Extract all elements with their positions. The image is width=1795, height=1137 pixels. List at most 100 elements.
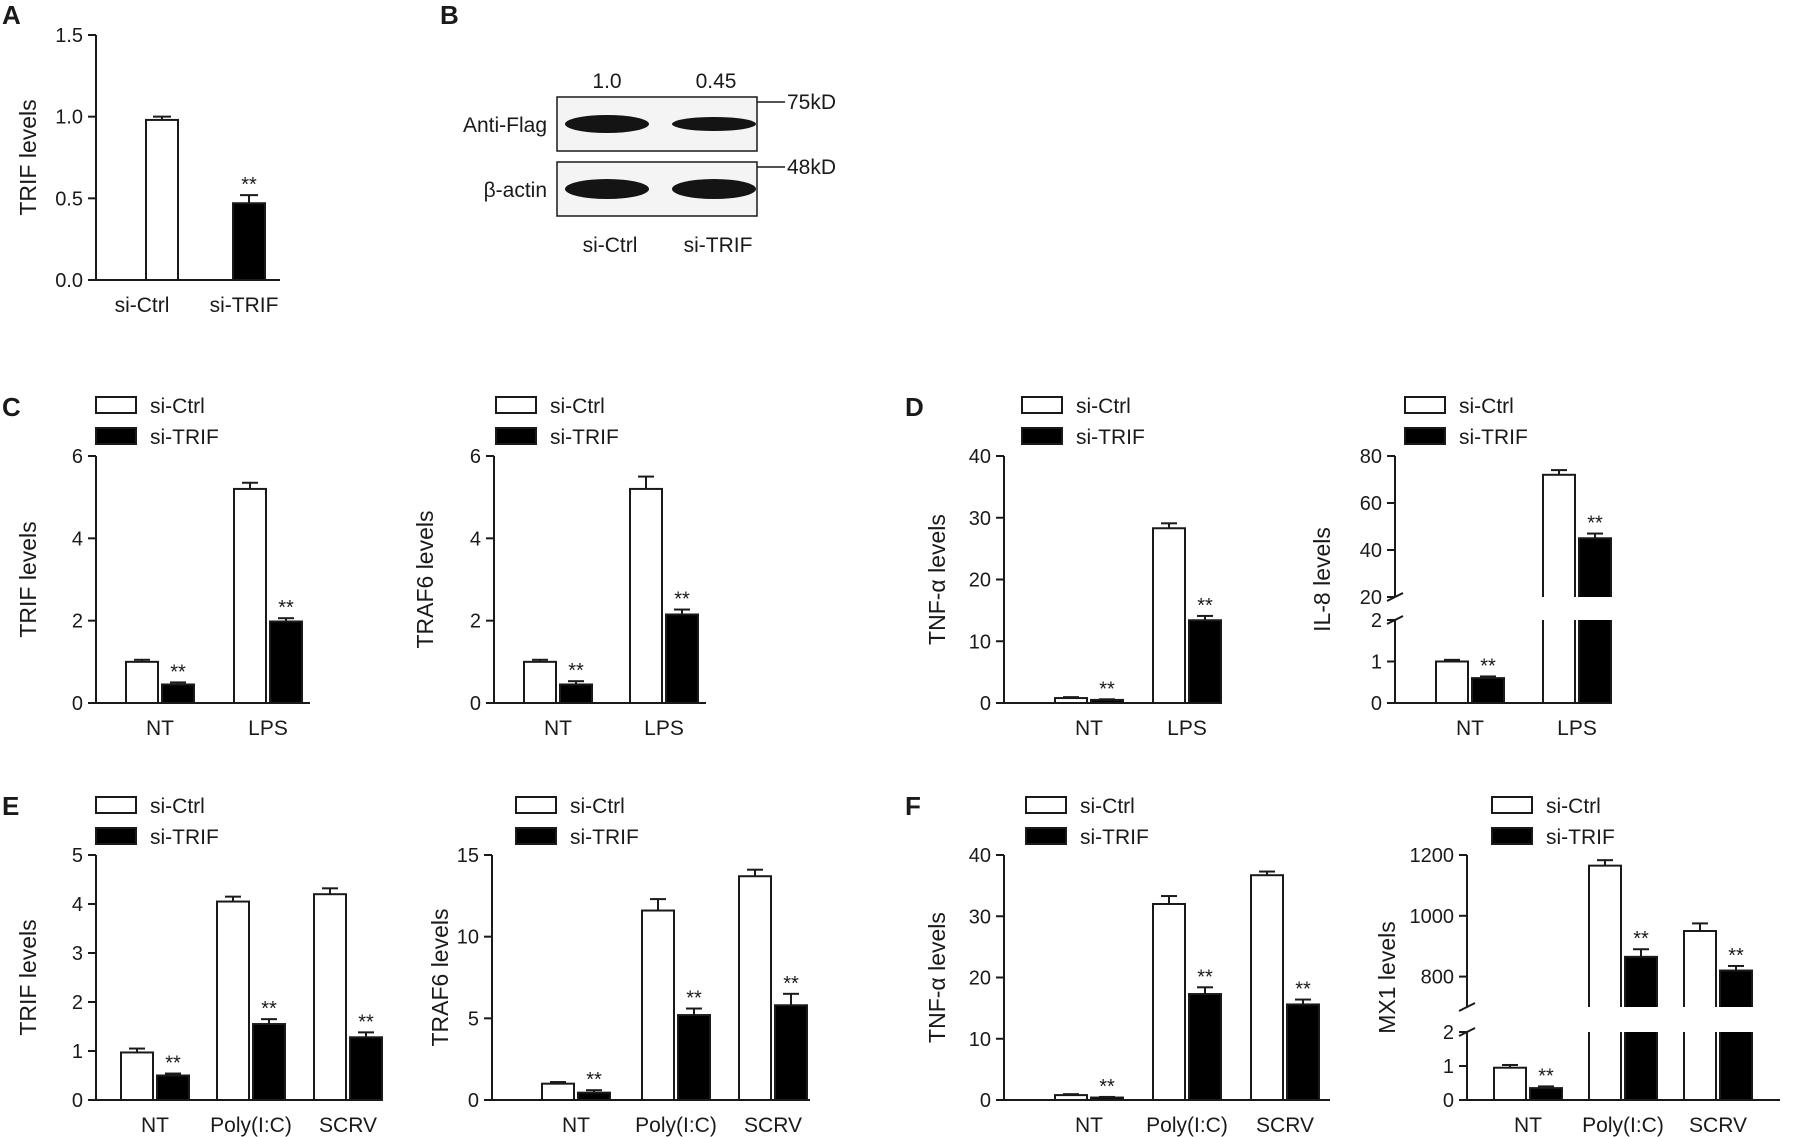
blot-row-label: β-actin: [484, 179, 547, 202]
bar-break-gap: [1576, 597, 1614, 620]
panel-B-western-blot: B 1.0 0.45 Anti-Flag 75kD β-actin 48kD si-Ctrl s…: [440, 0, 836, 257]
category-label: NT: [1075, 1114, 1103, 1137]
y-tick-label: 0.5: [55, 188, 83, 210]
significance-mark: **: [165, 1053, 181, 1075]
bar-si-TRIF-SCRV: [1286, 1003, 1320, 1102]
y-tick-label: 0: [470, 693, 481, 715]
significance-mark: **: [783, 973, 799, 995]
y-tick-label: 1: [72, 1041, 83, 1063]
legend-swatch-si-TRIF: [1491, 827, 1533, 845]
bar-si-TRIF-NT: [577, 1091, 611, 1102]
bar-si-Ctrl: [145, 118, 179, 281]
y-tick-label: 2: [72, 611, 83, 633]
panel-E-trif-bar-chart: 0 1 2 3 4 5 TRIF levels E ** NT ** Poly(I:C) ** SCRV s…: [2, 791, 383, 1137]
panel-label-A: A: [2, 0, 21, 30]
bar-si-TRIF-LPS: [1578, 537, 1612, 704]
y-tick-label: 0: [1371, 693, 1382, 715]
legend-label-si-TRIF: si-TRIF: [550, 426, 619, 449]
category-label: NT: [544, 717, 572, 740]
y-tick-label: 1200: [1410, 845, 1455, 867]
panel-E-traf6-bar-chart: 0 5 10 15 TRAF6 levels ** NT ** Poly(I:C) ** SCRV s…: [427, 795, 810, 1137]
bar-si-TRIF-Poly(I:C): [677, 1014, 711, 1101]
bar-si-TRIF-NT: [156, 1074, 190, 1101]
legend-swatch-si-Ctrl: [95, 796, 137, 814]
significance-mark: **: [1197, 966, 1213, 988]
legend-swatch-si-TRIF: [1021, 427, 1063, 445]
significance-mark: **: [674, 589, 690, 611]
y-tick-label: 15: [457, 845, 479, 867]
y-tick-label: 1: [1371, 652, 1382, 674]
molecular-weight-marker: 48kD: [787, 156, 836, 179]
y-tick-label: 4: [470, 528, 481, 550]
y-axis-label: TRIF levels: [15, 521, 41, 637]
significance-mark: **: [1099, 1076, 1115, 1098]
legend-swatch-si-TRIF: [495, 427, 537, 445]
significance-mark: **: [241, 174, 257, 196]
legend-label-si-TRIF: si-TRIF: [570, 826, 639, 849]
y-axis-label: MX1 levels: [1374, 921, 1400, 1033]
bar-si-TRIF-NT: [1090, 698, 1124, 704]
bar-break-gap: [1681, 1007, 1719, 1032]
bar-si-Ctrl-LPS: [1152, 527, 1186, 704]
bar-si-Ctrl-NT: [1054, 1094, 1088, 1101]
y-tick-label: 0: [980, 693, 991, 715]
category-label: NT: [562, 1114, 590, 1137]
category-label: LPS: [248, 717, 288, 740]
y-tick-label: 30: [969, 508, 991, 530]
category-label: Poly(I:C): [210, 1114, 292, 1137]
significance-mark: **: [1099, 678, 1115, 700]
legend-label-si-Ctrl: si-Ctrl: [1546, 795, 1601, 818]
molecular-weight-marker: 75kD: [787, 91, 836, 114]
bar-si-TRIF-NT: [1471, 677, 1505, 704]
bar-si-TRIF-LPS: [269, 620, 303, 704]
bar-si-Ctrl-SCRV: [738, 875, 772, 1101]
significance-mark: **: [686, 988, 702, 1010]
y-tick-label: 80: [1360, 446, 1382, 468]
blot-band: [672, 117, 756, 131]
legend-swatch-si-Ctrl: [1021, 396, 1063, 414]
panel-D-il8-bar-chart: 0 1 220 40 60 80 IL-8 levels ** NT ** LPS si-Ctrl si…: [1309, 395, 1614, 740]
bar-si-Ctrl-Poly(I:C): [641, 909, 675, 1101]
bar-si-TRIF: [232, 202, 266, 282]
y-axis-label: IL-8 levels: [1309, 527, 1335, 632]
bar-break-gap: [1717, 1007, 1755, 1032]
category-label: NT: [1075, 717, 1103, 740]
legend-swatch-si-Ctrl: [515, 796, 557, 814]
bar-si-Ctrl-NT: [120, 1051, 154, 1101]
bar-si-Ctrl-LPS: [1542, 473, 1576, 704]
y-tick-label: 1.5: [55, 25, 83, 47]
y-tick-label: 10: [457, 927, 479, 949]
bar-break-gap: [1622, 1007, 1660, 1032]
bar-si-TRIF-NT: [559, 683, 593, 704]
y-tick-label: 2: [1443, 1022, 1454, 1044]
legend-swatch-si-TRIF: [95, 827, 137, 845]
bar-si-TRIF-SCRV: [349, 1036, 383, 1102]
legend-label-si-Ctrl: si-Ctrl: [570, 795, 625, 818]
bar-si-Ctrl-Poly(I:C): [1152, 903, 1186, 1101]
y-tick-label: 6: [470, 446, 481, 468]
y-axis-label: TNF-α levels: [924, 912, 950, 1043]
y-tick-label: 0.0: [55, 270, 83, 292]
panel-C-traf6-bar-chart: 0 2 4 6 TRAF6 levels ** NT ** LPS si-Ctrl si-TRIF: [412, 395, 706, 740]
legend-swatch-si-TRIF: [515, 827, 557, 845]
panel-C-trif-bar-chart: 0 2 4 6 TRIF levels C ** NT ** LPS si-Ctrl si-TRIF: [2, 392, 310, 740]
bar-si-Ctrl-NT: [1435, 660, 1469, 704]
y-tick-label: 4: [72, 528, 83, 550]
bar-si-Ctrl-NT: [125, 660, 159, 704]
bar-si-TRIF-SCRV: [1719, 969, 1753, 1102]
y-tick-label: 2: [1371, 610, 1382, 632]
legend-label-si-TRIF: si-TRIF: [1080, 826, 1149, 849]
category-label: Poly(I:C): [635, 1114, 717, 1137]
legend-label-si-Ctrl: si-Ctrl: [1080, 795, 1135, 818]
lane-label: si-Ctrl: [583, 234, 638, 257]
bar-si-Ctrl-LPS: [629, 487, 663, 704]
blot-band: [565, 179, 649, 199]
y-tick-label: 3: [72, 943, 83, 965]
significance-mark: **: [1538, 1065, 1554, 1087]
y-tick-label: 1000: [1410, 906, 1455, 928]
axis-break-mark-upper: [1458, 1002, 1476, 1012]
legend-swatch-si-Ctrl: [1491, 796, 1533, 814]
y-tick-label: 5: [468, 1008, 479, 1030]
legend-label-si-TRIF: si-TRIF: [150, 826, 219, 849]
